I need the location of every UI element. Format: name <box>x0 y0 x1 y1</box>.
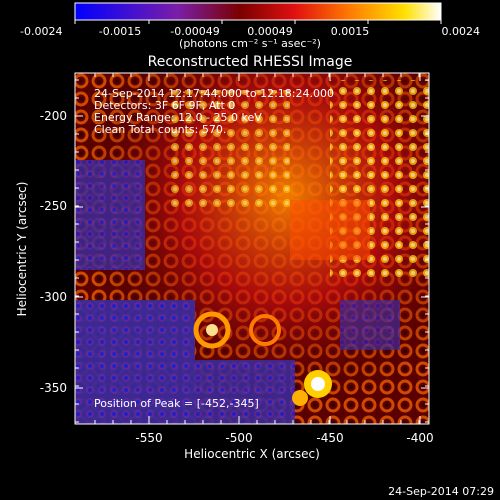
cb-tick-1: -0.0015 <box>98 25 142 38</box>
x-tick-0: -550 <box>135 431 163 445</box>
footer-timestamp: 24-Sep-2014 07:29 <box>388 485 494 498</box>
info-block: 24-Sep-2014 12:17:44.000 to 12:18:24.000… <box>94 88 334 136</box>
image-map <box>75 73 429 424</box>
info-line-time: 24-Sep-2014 12:17:44.000 to 12:18:24.000 <box>94 87 334 100</box>
y-tick-0: -200 <box>39 109 67 123</box>
x-axis-label: Heliocentric X (arcsec) <box>184 447 320 461</box>
colorbar-unit-label: (photons cm⁻² s⁻¹ asec⁻²) <box>179 37 321 50</box>
info-line-energy: Energy Range: 12.0 - 25.0 keV <box>94 111 262 124</box>
plot-frame <box>74 72 430 425</box>
y-axis-label: Heliocentric Y (arcsec) <box>15 181 29 317</box>
cb-tick-5: 0.0024 <box>441 25 481 38</box>
x-tick-3: -400 <box>406 431 434 445</box>
peak-position: Position of Peak = [-452,-345] <box>94 397 259 410</box>
y-tick-2: -300 <box>39 290 67 304</box>
y-tick-3: -350 <box>39 381 67 395</box>
info-line-counts: Clean Total counts: 570. <box>94 123 227 136</box>
x-tick-2: -450 <box>316 431 344 445</box>
cb-tick-0: -0.0024 <box>20 25 63 38</box>
cb-tick-2: -0.00049 <box>170 25 220 38</box>
colorbar-gradient <box>74 2 442 21</box>
axis-ticks <box>75 73 429 424</box>
cb-tick-4: 0.0015 <box>330 25 370 38</box>
y-tick-1: -250 <box>39 199 67 213</box>
plot-title: Reconstructed RHESSI Image <box>147 54 353 70</box>
cb-tick-3: 0.00049 <box>247 25 293 38</box>
colorbar <box>74 2 442 24</box>
y-tick-labels: -200 -250 -300 -350 <box>0 0 72 500</box>
info-line-detectors: Detectors: 3F 6F 9F, Att 0 <box>94 99 236 112</box>
x-tick-1: -500 <box>225 431 253 445</box>
